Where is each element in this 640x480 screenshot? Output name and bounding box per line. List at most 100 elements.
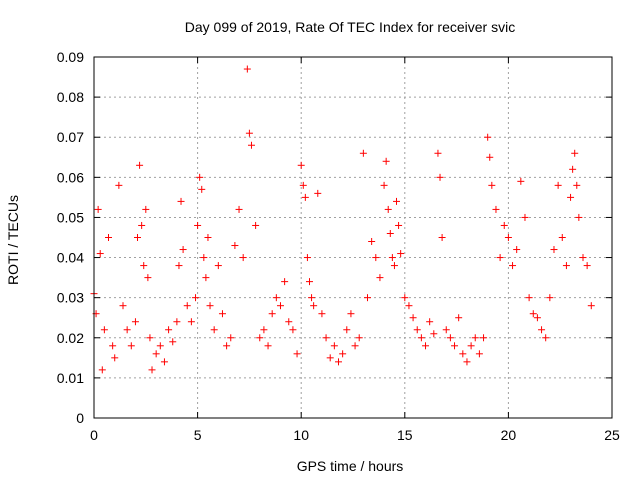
chart-title: Day 099 of 2019, Rate Of TEC Index for r… xyxy=(185,19,515,35)
data-point xyxy=(496,254,504,262)
data-point xyxy=(285,318,293,326)
data-point xyxy=(289,326,297,334)
data-point xyxy=(351,342,359,350)
data-point xyxy=(177,197,185,205)
data-point xyxy=(94,205,102,213)
data-point xyxy=(131,318,139,326)
data-point xyxy=(426,318,434,326)
data-point xyxy=(111,354,119,362)
data-point xyxy=(148,366,156,374)
data-point xyxy=(276,302,284,310)
data-point xyxy=(227,334,235,342)
data-point xyxy=(308,294,316,302)
data-point xyxy=(119,302,127,310)
data-point xyxy=(123,326,131,334)
data-point xyxy=(538,326,546,334)
data-point xyxy=(204,234,212,241)
data-point xyxy=(486,153,494,161)
data-point xyxy=(517,177,525,185)
data-point xyxy=(293,350,301,358)
data-point xyxy=(382,157,390,165)
data-point xyxy=(303,254,311,262)
y-tick-label: 0.06 xyxy=(57,169,84,185)
data-point xyxy=(247,141,255,149)
data-point xyxy=(231,242,239,250)
data-point xyxy=(390,262,398,270)
data-point xyxy=(264,342,272,350)
data-point xyxy=(430,330,438,338)
data-point xyxy=(567,193,575,201)
data-point xyxy=(579,254,587,262)
data-point xyxy=(343,326,351,334)
data-point xyxy=(397,250,405,258)
data-point xyxy=(100,326,108,334)
data-point xyxy=(305,278,313,286)
data-point xyxy=(504,234,512,241)
data-point xyxy=(359,149,367,157)
x-axis-label: GPS time / hours xyxy=(297,458,404,474)
data-point xyxy=(386,229,394,237)
data-point xyxy=(393,197,401,205)
data-point xyxy=(138,221,146,229)
data-point xyxy=(347,310,355,318)
data-point xyxy=(214,262,222,270)
data-point xyxy=(192,294,200,302)
data-point xyxy=(196,173,204,181)
y-tick-label: 0.04 xyxy=(57,250,84,266)
y-tick-label: 0.01 xyxy=(57,370,84,386)
data-point xyxy=(134,234,142,241)
data-point xyxy=(364,294,372,302)
y-tick-label: 0.08 xyxy=(57,89,84,105)
y-axis-label: ROTI / TECUs xyxy=(5,195,21,285)
data-point xyxy=(558,234,566,241)
data-point xyxy=(260,326,268,334)
data-point xyxy=(173,318,181,326)
data-point xyxy=(513,246,521,254)
data-point xyxy=(169,338,177,346)
data-point xyxy=(235,205,243,213)
data-point xyxy=(492,205,500,213)
data-point xyxy=(318,310,326,318)
data-point xyxy=(96,250,104,258)
data-point xyxy=(455,314,463,322)
x-tick-label: 15 xyxy=(397,427,413,443)
data-point xyxy=(529,310,537,318)
data-point xyxy=(314,189,322,197)
data-point xyxy=(310,302,318,310)
data-point xyxy=(239,254,247,262)
data-point xyxy=(550,246,558,254)
x-tick-label: 0 xyxy=(90,427,98,443)
data-point xyxy=(422,342,430,350)
data-point xyxy=(480,334,488,342)
axis-ticks: 0 5 10 15 20 25 0 0.01 0.02 0.03 0.04 0.05 0.06 0.07 0… xyxy=(57,49,620,443)
data-point xyxy=(533,314,541,322)
data-point xyxy=(488,181,496,189)
data-point xyxy=(165,326,173,334)
data-point xyxy=(175,262,183,270)
x-tick-label: 5 xyxy=(194,427,202,443)
data-point xyxy=(339,350,347,358)
y-tick-label: 0.05 xyxy=(57,209,84,225)
data-point xyxy=(372,254,380,262)
data-point xyxy=(301,193,309,201)
data-point xyxy=(463,358,471,366)
data-point xyxy=(194,221,202,229)
data-point xyxy=(459,350,467,358)
data-point xyxy=(562,262,570,270)
data-point xyxy=(200,254,208,262)
data-point xyxy=(268,310,276,318)
data-point xyxy=(546,294,554,302)
x-tick-label: 10 xyxy=(293,427,309,443)
data-point xyxy=(252,221,260,229)
data-point xyxy=(299,181,307,189)
data-point xyxy=(330,342,338,350)
data-point xyxy=(187,318,195,326)
data-point xyxy=(272,294,280,302)
data-point xyxy=(109,342,117,350)
data-point xyxy=(575,213,583,221)
y-tick-label: 0.03 xyxy=(57,290,84,306)
data-point xyxy=(573,181,581,189)
data-point xyxy=(451,342,459,350)
data-point xyxy=(198,185,206,193)
